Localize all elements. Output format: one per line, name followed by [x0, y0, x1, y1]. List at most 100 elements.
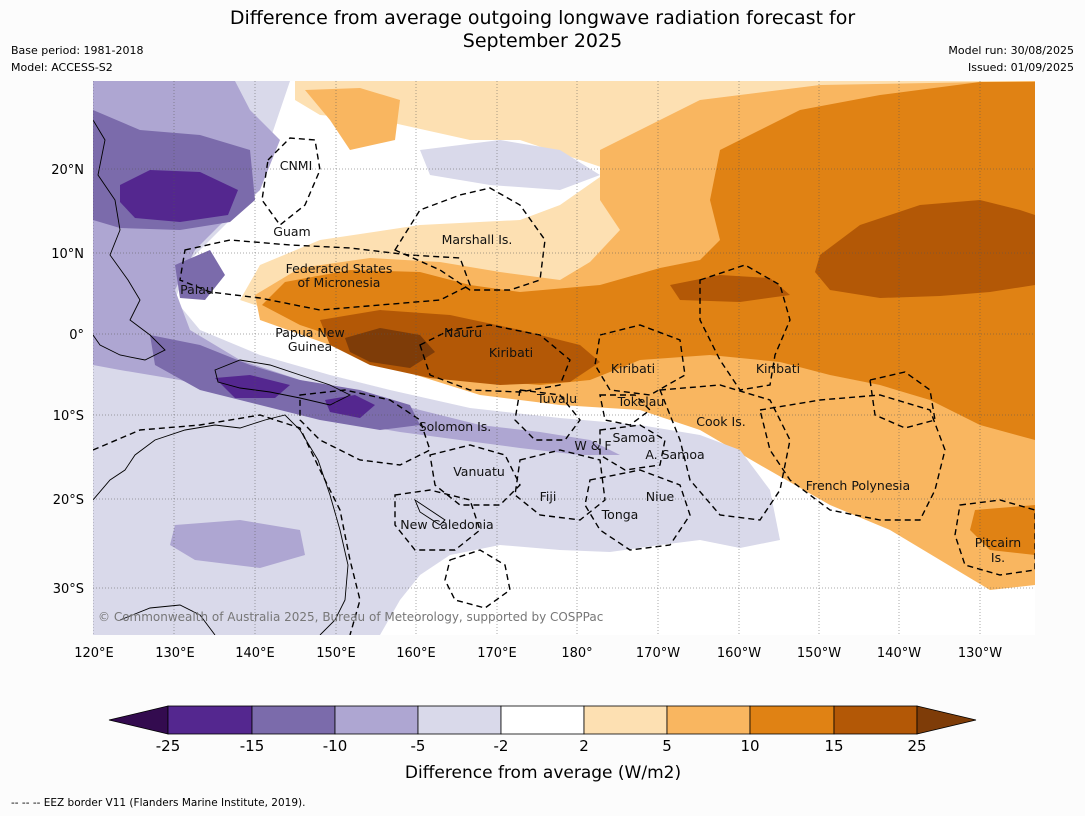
anomaly-neg-2-5-b	[420, 140, 600, 190]
place-label-nauru: Nauru	[444, 325, 482, 340]
eez-marshall	[393, 187, 546, 291]
anomaly-pos-25-plus	[345, 328, 435, 368]
eez-norfolk	[444, 549, 511, 609]
colorbar-tick-label: 10	[740, 737, 759, 755]
lon-tick-label: 160°W	[717, 646, 761, 661]
colorbar-tick-label: -25	[156, 737, 181, 755]
lon-tick-label: 150°W	[797, 646, 841, 661]
place-label-kiribati-2: Kiribati	[611, 361, 655, 376]
lat-tick-label: 30°S	[53, 582, 84, 597]
place-label-fsm-2: of Micronesia	[298, 275, 381, 290]
chart-title: Difference from average outgoing longwav…	[0, 7, 1085, 53]
colorbar-segment	[583, 705, 668, 735]
anomaly-pos-5-10-b	[305, 88, 400, 150]
place-label-french-polynesia: French Polynesia	[806, 478, 910, 493]
model-text: Model: ACCESS-S2	[11, 61, 113, 74]
chart-title-line1: Difference from average outgoing longwav…	[229, 7, 856, 29]
colorbar-tick-label: 25	[907, 737, 926, 755]
coastline-asia-islands	[93, 119, 166, 361]
lon-tick-label: 140°E	[235, 646, 275, 661]
eez-australia	[93, 414, 361, 635]
issued-text: Issued: 01/09/2025	[967, 61, 1074, 74]
colorbar-segment	[749, 705, 835, 735]
lon-tick-label: 160°E	[396, 646, 436, 661]
eez-legend-note: -- -- -- EEZ border V11 (Flanders Marine…	[11, 797, 306, 809]
anomaly-neg-5-10-b	[170, 520, 305, 568]
colorbar-tick-label: -5	[411, 737, 426, 755]
colorbar-segment	[167, 705, 253, 735]
eez-niue-tonga	[584, 469, 691, 551]
colorbar-segment	[500, 705, 585, 735]
lat-tick-label: 0°	[69, 328, 84, 343]
place-label-tonga: Tonga	[601, 507, 639, 522]
colorbar-tick-label: 15	[824, 737, 843, 755]
lon-tick-label: 120°E	[74, 646, 114, 661]
eez-french-polynesia	[759, 394, 946, 521]
coastline-new-zealand	[119, 604, 216, 635]
place-label-fsm-1: Federated States	[286, 261, 393, 276]
lon-tick-label: 180°	[561, 646, 592, 661]
model-run-text: Model run: 30/08/2025	[948, 44, 1074, 57]
anomaly-neg-10-15-b	[175, 250, 225, 300]
coastline-new-guinea	[214, 359, 352, 406]
place-label-guam: Guam	[273, 224, 310, 239]
anomaly-pos-10-15-b	[970, 505, 1035, 555]
place-label-kiribati-3: Kiribati	[756, 361, 800, 376]
place-label-png-2: Guinea	[288, 339, 332, 354]
lat-tick-label: 10°S	[53, 409, 84, 424]
eez-kiribati-phoenix	[594, 324, 686, 396]
place-label-marshall: Marshall Is.	[442, 232, 513, 247]
eez-tuvalu	[514, 389, 581, 441]
place-label-wf: W & F	[574, 438, 611, 453]
map-plot-area: CNMI Guam Marshall Is. Federated States …	[93, 81, 1035, 635]
eez-kiribati-gilbert	[419, 324, 571, 393]
lon-tick-label: 130°W	[958, 646, 1002, 661]
lon-axis: 120°E 130°E 140°E 150°E 160°E 170°E 180°…	[74, 646, 1002, 661]
anomaly-neg-15-25	[120, 170, 238, 222]
copyright-text: © Commonwealth of Australia 2025, Bureau…	[98, 610, 603, 624]
place-label-tuvalu: Tuvalu	[536, 391, 577, 406]
place-labels: CNMI Guam Marshall Is. Federated States …	[180, 158, 1021, 565]
lat-axis: 20°N 10°N 0° 10°S 20°S 30°S	[51, 163, 84, 597]
place-label-kiribati-1: Kiribati	[489, 345, 533, 360]
colorbar-segment	[334, 705, 419, 735]
place-label-palau: Palau	[180, 282, 214, 297]
anomaly-pos-15-25-c	[320, 310, 600, 385]
lon-tick-label: 170°E	[477, 646, 517, 661]
graticule	[93, 81, 1035, 635]
lon-tick-label: 150°E	[316, 646, 356, 661]
lat-tick-label: 10°N	[51, 247, 84, 262]
colorbar-tick-label: -10	[323, 737, 348, 755]
colorbar-tick-label: -15	[240, 737, 265, 755]
eez-samoa	[599, 424, 666, 471]
anomaly-field	[93, 81, 1035, 635]
colorbar-title: Difference from average (W/m2)	[405, 763, 681, 783]
eez-kiribati-line	[699, 264, 791, 391]
place-label-pitcairn-2: Is.	[991, 550, 1005, 565]
lon-tick-label: 170°W	[636, 646, 680, 661]
place-label-vanuatu: Vanuatu	[453, 464, 505, 479]
eez-solomon	[299, 389, 431, 466]
base-period-text: Base period: 1981-2018	[11, 44, 144, 57]
coastline-australia	[93, 414, 349, 635]
eez-cnmi	[261, 137, 321, 227]
lat-tick-label: 20°N	[51, 163, 84, 178]
place-label-new-caledonia: New Caledonia	[400, 517, 493, 532]
eez-cook	[658, 384, 791, 521]
place-label-american-samoa: A. Samoa	[645, 447, 704, 462]
eez-tokelau	[599, 394, 652, 426]
eez-new-caledonia	[394, 489, 481, 551]
eez-vanuatu	[429, 444, 521, 506]
place-label-samoa: Samoa	[612, 430, 655, 445]
colorbar: -25 -15 -10 -5 -2 2 5 10 15 25 Differenc…	[108, 705, 977, 783]
lat-tick-label: 20°S	[53, 493, 84, 508]
colorbar-segment	[417, 705, 502, 735]
place-label-png-1: Papua New	[275, 325, 344, 340]
place-label-pitcairn-1: Pitcairn	[975, 535, 1021, 550]
eez-micronesia	[179, 239, 471, 311]
colorbar-segment	[833, 705, 918, 735]
eez-pitcairn	[954, 499, 1035, 576]
meta-right: Model run: 30/08/2025 Issued: 01/09/2025	[948, 42, 1074, 76]
chart-title-line2: September 2025	[462, 30, 623, 52]
